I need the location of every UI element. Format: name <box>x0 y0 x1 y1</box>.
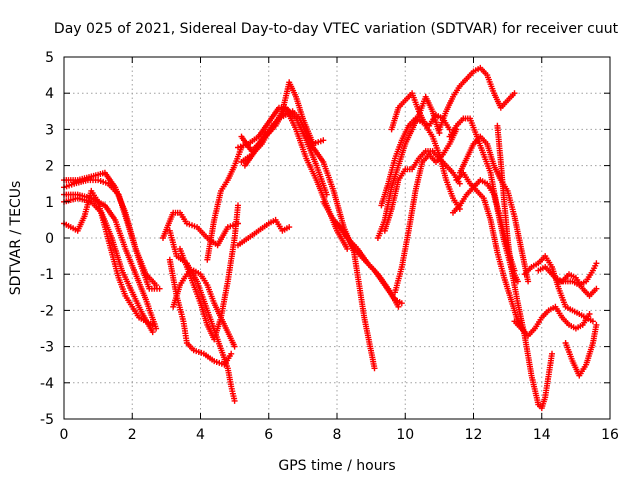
y-tick-label: 0 <box>45 231 54 247</box>
plus-marker <box>593 285 600 292</box>
plus-marker <box>398 300 405 307</box>
chart-title: Day 025 of 2021, Sidereal Day-to-day VTE… <box>54 21 619 37</box>
plus-marker <box>153 325 160 332</box>
data-series <box>381 148 463 234</box>
data-series <box>374 93 443 241</box>
x-tick-label: 6 <box>264 427 273 443</box>
y-tick-label: -2 <box>40 303 54 319</box>
plus-marker <box>231 397 238 404</box>
plus-marker <box>511 90 518 97</box>
data-series <box>160 209 241 249</box>
y-tick-label: 5 <box>45 50 54 66</box>
x-tick-label: 2 <box>128 427 137 443</box>
plus-marker <box>235 202 241 209</box>
data-series <box>436 64 518 133</box>
data-series <box>494 122 555 412</box>
data-series <box>204 144 245 263</box>
plus-marker <box>589 318 596 325</box>
data-series <box>177 202 241 343</box>
x-tick-label: 12 <box>465 427 483 443</box>
data-series <box>378 111 453 209</box>
plus-marker <box>228 350 235 357</box>
data-series <box>392 126 460 296</box>
x-tick-label: 10 <box>396 427 414 443</box>
plus-marker <box>549 350 555 357</box>
y-tick-label: 4 <box>45 86 54 102</box>
y-tick-label: 2 <box>45 159 54 175</box>
y-tick-label: -5 <box>40 412 54 428</box>
data-series <box>562 321 600 379</box>
x-tick-label: 14 <box>533 427 551 443</box>
data-marks <box>61 64 600 412</box>
plus-marker <box>231 343 238 350</box>
grid <box>64 57 610 419</box>
data-series <box>235 216 293 249</box>
data-series <box>61 169 160 289</box>
plus-marker <box>593 321 600 328</box>
plus-marker <box>153 282 160 289</box>
plus-marker <box>514 278 521 285</box>
data-series <box>238 108 378 372</box>
data-series <box>552 271 600 299</box>
y-tick-label: -1 <box>40 267 54 283</box>
plus-marker <box>320 137 327 144</box>
plus-marker <box>156 285 163 292</box>
data-series <box>453 169 528 336</box>
plus-marker <box>395 303 402 310</box>
x-tick-label: 8 <box>333 427 342 443</box>
x-tick-label: 0 <box>60 427 69 443</box>
plus-marker <box>586 311 593 317</box>
plus-marker <box>525 278 532 285</box>
x-tick-label: 16 <box>601 427 619 443</box>
y-tick-label: -4 <box>40 376 54 392</box>
plus-marker <box>593 260 600 267</box>
plus-marker <box>371 365 378 372</box>
data-series <box>61 191 160 332</box>
plus-marker <box>344 245 351 252</box>
plus-marker <box>149 329 156 336</box>
y-axis-label: SDTVAR / TECUs <box>8 181 24 296</box>
plus-marker <box>286 224 293 231</box>
x-tick-label: 4 <box>196 427 205 443</box>
data-series <box>61 187 156 328</box>
y-tick-label: 1 <box>45 195 54 211</box>
data-series <box>456 133 532 285</box>
plus-marker <box>149 321 156 328</box>
data-series <box>511 303 593 339</box>
y-tick-label: 3 <box>45 122 54 138</box>
y-tick-label: -3 <box>40 340 54 356</box>
x-axis-label: GPS time / hours <box>278 458 395 474</box>
plus-marker <box>456 180 463 187</box>
data-series <box>334 220 402 310</box>
